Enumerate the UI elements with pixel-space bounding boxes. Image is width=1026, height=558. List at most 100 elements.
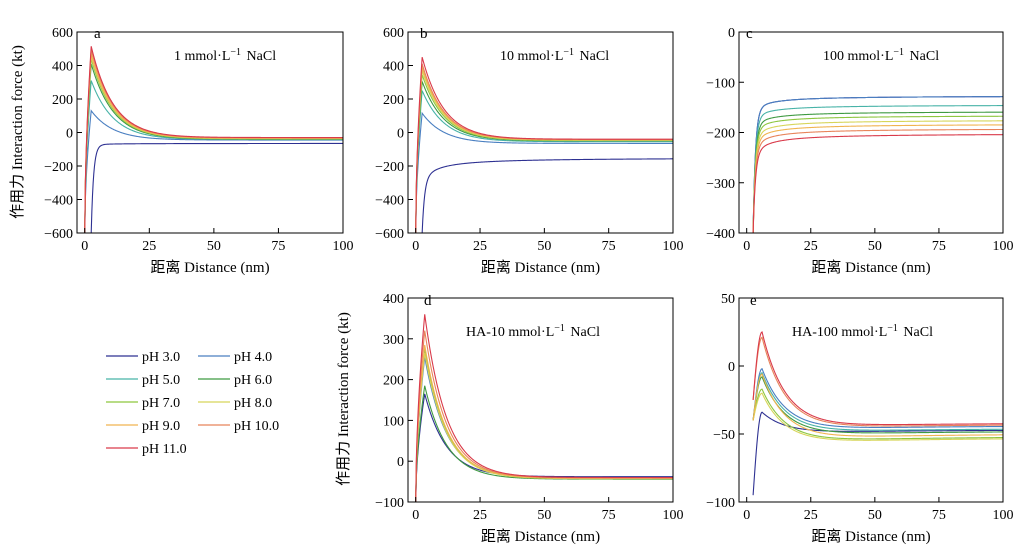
x-tick-label: 100: [993, 508, 1014, 523]
legend-item: pH 3.0: [106, 350, 180, 365]
series-line-ph-6.0: [84, 63, 343, 233]
series-lines: [415, 314, 673, 502]
series-line-ph-7.0: [752, 388, 1003, 440]
y-tick-label: 200: [383, 93, 404, 108]
x-tick-label: 75: [271, 239, 285, 254]
panel-letter: d: [424, 293, 432, 309]
y-tick-label: −400: [706, 227, 735, 242]
y-tick-label: 0: [397, 455, 404, 470]
series-line-ph-8.0: [415, 70, 673, 233]
x-tick-label: 50: [868, 239, 882, 254]
condition-label: 100 mmol·L−1 NaCl: [823, 47, 939, 65]
y-tick-label: −100: [375, 496, 404, 511]
y-tick-label: 400: [52, 60, 73, 75]
panel-b: 0 25 50 75 100 −600 −400 −200 0 200 400 600 距离 Dista…: [375, 26, 683, 276]
series-line-ph-6.0: [415, 81, 673, 233]
legend-item: pH 7.0: [106, 396, 180, 411]
legend-item: pH 10.0: [198, 419, 279, 434]
panel-letter: c: [746, 26, 753, 42]
legend-item: pH 5.0: [106, 373, 180, 388]
panel-e: 0 25 50 75 100 −100 −50 0 50 距离 Distance (nm) e HA-…: [706, 292, 1013, 545]
y-tick-label: −300: [706, 177, 735, 192]
y-axis-title: 作用力 Interaction force (kt): [9, 45, 26, 219]
legend: pH 3.0 pH 4.0 pH 5.0 pH 6.0 pH 7.0 pH 8.0 pH 9…: [106, 350, 279, 457]
legend-label: pH 9.0: [142, 419, 180, 434]
x-tick-label: 100: [663, 508, 684, 523]
x-axis-title: 距离 Distance (nm): [481, 528, 600, 545]
series-line-ph-8.0: [752, 120, 1003, 233]
y-tick-label: 300: [383, 333, 404, 348]
series-line-ph-3.0: [421, 158, 673, 233]
series-line-ph-4.0: [415, 111, 673, 233]
y-tick-label: −600: [375, 227, 404, 242]
legend-item: pH 4.0: [198, 350, 272, 365]
series-line-ph-6.0: [752, 376, 1003, 434]
panel-letter: b: [420, 26, 428, 42]
legend-label: pH 3.0: [142, 350, 180, 365]
series-line-ph-7.0: [84, 58, 343, 233]
series-line-ph-6.0: [752, 111, 1003, 233]
legend-label: pH 8.0: [234, 396, 272, 411]
y-tick-label: 0: [728, 26, 735, 41]
panel-a: 0 25 50 75 100 −600 −400 −200 0 200 400 600 距离 Dista…: [9, 26, 354, 276]
x-tick-label: 50: [207, 239, 221, 254]
panel-d: 0 25 50 75 100 −100 0 100 200 300 400 距离 Distance (…: [335, 292, 684, 545]
y-tick-label: 400: [383, 60, 404, 75]
x-tick-label: 100: [333, 239, 354, 254]
x-tick-label: 50: [537, 239, 551, 254]
y-tick-label: 600: [383, 26, 404, 41]
series-line-ph-11.0: [415, 56, 673, 233]
x-tick-label: 25: [142, 239, 156, 254]
x-tick-label: 25: [804, 239, 818, 254]
y-tick-label: −600: [44, 227, 73, 242]
panels: 0 25 50 75 100 −600 −400 −200 0 200 400 600 距离 Dista…: [9, 26, 1014, 545]
series-line-ph-7.0: [415, 74, 673, 233]
series-line-ph-4.0: [415, 357, 673, 502]
legend-item: pH 11.0: [106, 442, 187, 457]
series-line-ph-4.0: [84, 109, 343, 233]
legend-label: pH 4.0: [234, 350, 272, 365]
series-line-ph-11.0: [415, 314, 673, 502]
series-line-ph-11.0: [752, 331, 1003, 426]
x-tick-label: 50: [537, 508, 551, 523]
condition-label: 10 mmol·L−1 NaCl: [500, 47, 609, 65]
panel-c: 0 25 50 75 100 −400 −300 −200 −100 0 距离 Distance (…: [706, 26, 1013, 276]
panel-letter: a: [94, 26, 101, 42]
series-line-ph-11.0: [752, 134, 1003, 233]
y-tick-label: 0: [66, 127, 73, 142]
legend-item: pH 8.0: [198, 396, 272, 411]
series-line-ph-9.0: [752, 124, 1003, 233]
y-tick-label: 600: [52, 26, 73, 41]
x-tick-label: 75: [932, 239, 946, 254]
series-lines: [84, 46, 343, 233]
series-line-ph-9.0: [752, 373, 1003, 437]
series-line-ph-5.0: [415, 90, 673, 233]
y-tick-label: −100: [706, 76, 735, 91]
y-tick-label: −200: [44, 160, 73, 175]
series-line-ph-10.0: [752, 128, 1003, 233]
x-axis-title: 距离 Distance (nm): [481, 259, 600, 276]
plot-frame: [738, 297, 1004, 503]
series-line-ph-11.0: [84, 46, 343, 233]
x-tick-label: 100: [663, 239, 684, 254]
legend-label: pH 10.0: [234, 419, 279, 434]
x-axis-title: 距离 Distance (nm): [150, 259, 269, 276]
series-lines: [415, 56, 673, 233]
x-tick-label: 0: [412, 239, 419, 254]
series-line-ph-5.0: [84, 80, 343, 233]
x-tick-label: 100: [993, 239, 1014, 254]
x-tick-label: 75: [932, 508, 946, 523]
x-tick-label: 25: [473, 508, 487, 523]
series-line-ph-5.0: [752, 105, 1003, 233]
legend-label: pH 11.0: [142, 442, 187, 457]
y-tick-label: 100: [383, 414, 404, 429]
x-tick-label: 25: [804, 508, 818, 523]
y-tick-label: 200: [383, 374, 404, 389]
series-line-ph-7.0: [752, 115, 1003, 233]
x-tick-label: 0: [743, 508, 750, 523]
y-tick-label: −400: [375, 194, 404, 209]
series-line-ph-3.0: [752, 411, 1003, 496]
y-tick-label: −200: [706, 127, 735, 142]
series-line-ph-10.0: [752, 336, 1003, 427]
